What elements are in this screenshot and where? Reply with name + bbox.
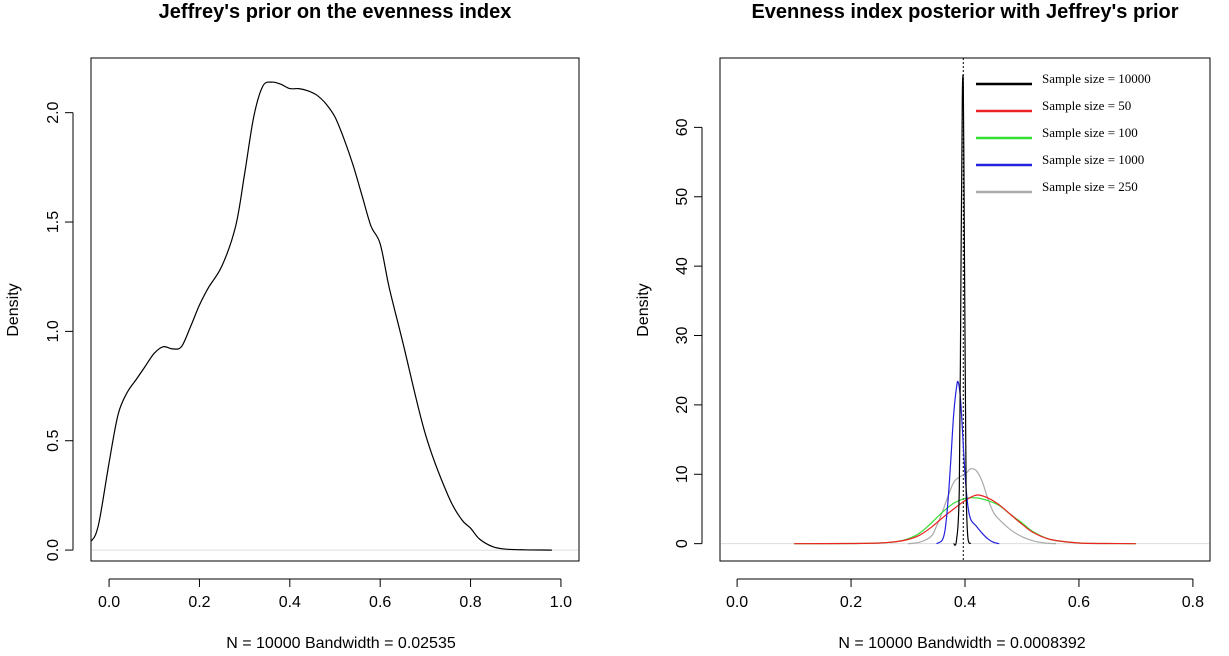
prior-y-tick-label: 0.5 [45,429,62,451]
posterior-plot-area [721,58,1209,561]
legend-label-sample-size-250: Sample size = 250 [1042,179,1138,194]
prior-y-tick-label: 2.0 [45,101,62,123]
posterior-plot-frame [719,57,1211,562]
posterior-y-tick-label: 30 [674,327,691,345]
legend-label-sample-size-10000: Sample size = 10000 [1042,71,1151,86]
posterior-x-ticks: 0.0 0.2 0.4 0.6 0.8 [726,578,1204,611]
prior-chart-title: Jeffrey's prior on the evenness index [159,1,512,23]
posterior-y-tick-label: 20 [674,396,691,414]
prior-y-ticks: 0.0 0.5 1.0 1.5 2.0 [45,101,74,561]
posterior-y-tick-label: 60 [674,118,691,136]
legend-label-sample-size-1000: Sample size = 1000 [1042,152,1144,167]
posterior-y-axis-label: Density [635,283,652,336]
prior-plot-area [90,81,578,551]
prior-x-tick-label: 0.0 [98,594,120,611]
prior-x-tick-label: 0.6 [369,594,391,611]
posterior-x-tick-label: 0.4 [954,594,976,611]
legend-label-sample-size-100: Sample size = 100 [1042,125,1138,140]
legend-label-sample-size-50: Sample size = 50 [1042,98,1131,113]
posterior-legend: Sample size = 10000 Sample size = 50 Sampl… [976,71,1151,194]
prior-x-tick-label: 0.2 [188,594,210,611]
prior-x-ticks: 0.0 0.2 0.4 0.6 0.8 1.0 [98,578,572,611]
posterior-chart-title: Evenness index posterior with Jeffrey's … [751,1,1178,23]
prior-y-axis-label: Density [5,283,22,336]
prior-x-axis-label: N = 10000 Bandwidth = 0.02535 [226,635,456,652]
posterior-series-sample-size-10000 [953,74,972,546]
posterior-x-tick-label: 0.6 [1068,594,1090,611]
posterior-series-sample-size-1000 [936,380,1000,545]
posterior-y-tick-label: 10 [674,465,691,483]
posterior-x-tick-label: 0.2 [840,594,862,611]
prior-x-tick-label: 0.8 [459,594,481,611]
posterior-series-sample-size-50 [794,494,1136,545]
prior-plot-frame [90,57,580,562]
prior-y-tick-label: 1.5 [45,211,62,233]
posterior-y-tick-label: 40 [674,257,691,275]
posterior-y-tick-label: 50 [674,188,691,206]
posterior-series-sample-size-250 [907,468,1057,545]
prior-panel: Jeffrey's prior on the evenness index N … [5,1,580,652]
posterior-y-tick-label: 0 [674,539,691,548]
posterior-x-tick-label: 0.0 [726,594,748,611]
prior-y-tick-label: 0.0 [45,539,62,561]
prior-x-tick-label: 0.4 [279,594,301,611]
prior-series-density [90,81,552,551]
posterior-y-ticks: 0 10 20 30 40 50 60 [674,118,703,548]
prior-x-tick-label: 1.0 [550,594,572,611]
posterior-x-tick-label: 0.8 [1182,594,1204,611]
prior-y-tick-label: 1.0 [45,320,62,342]
posterior-x-axis-label: N = 10000 Bandwidth = 0.0008392 [838,635,1085,652]
posterior-panel: Evenness index posterior with Jeffrey's … [635,1,1211,652]
posterior-series-sample-size-100 [794,497,1136,545]
